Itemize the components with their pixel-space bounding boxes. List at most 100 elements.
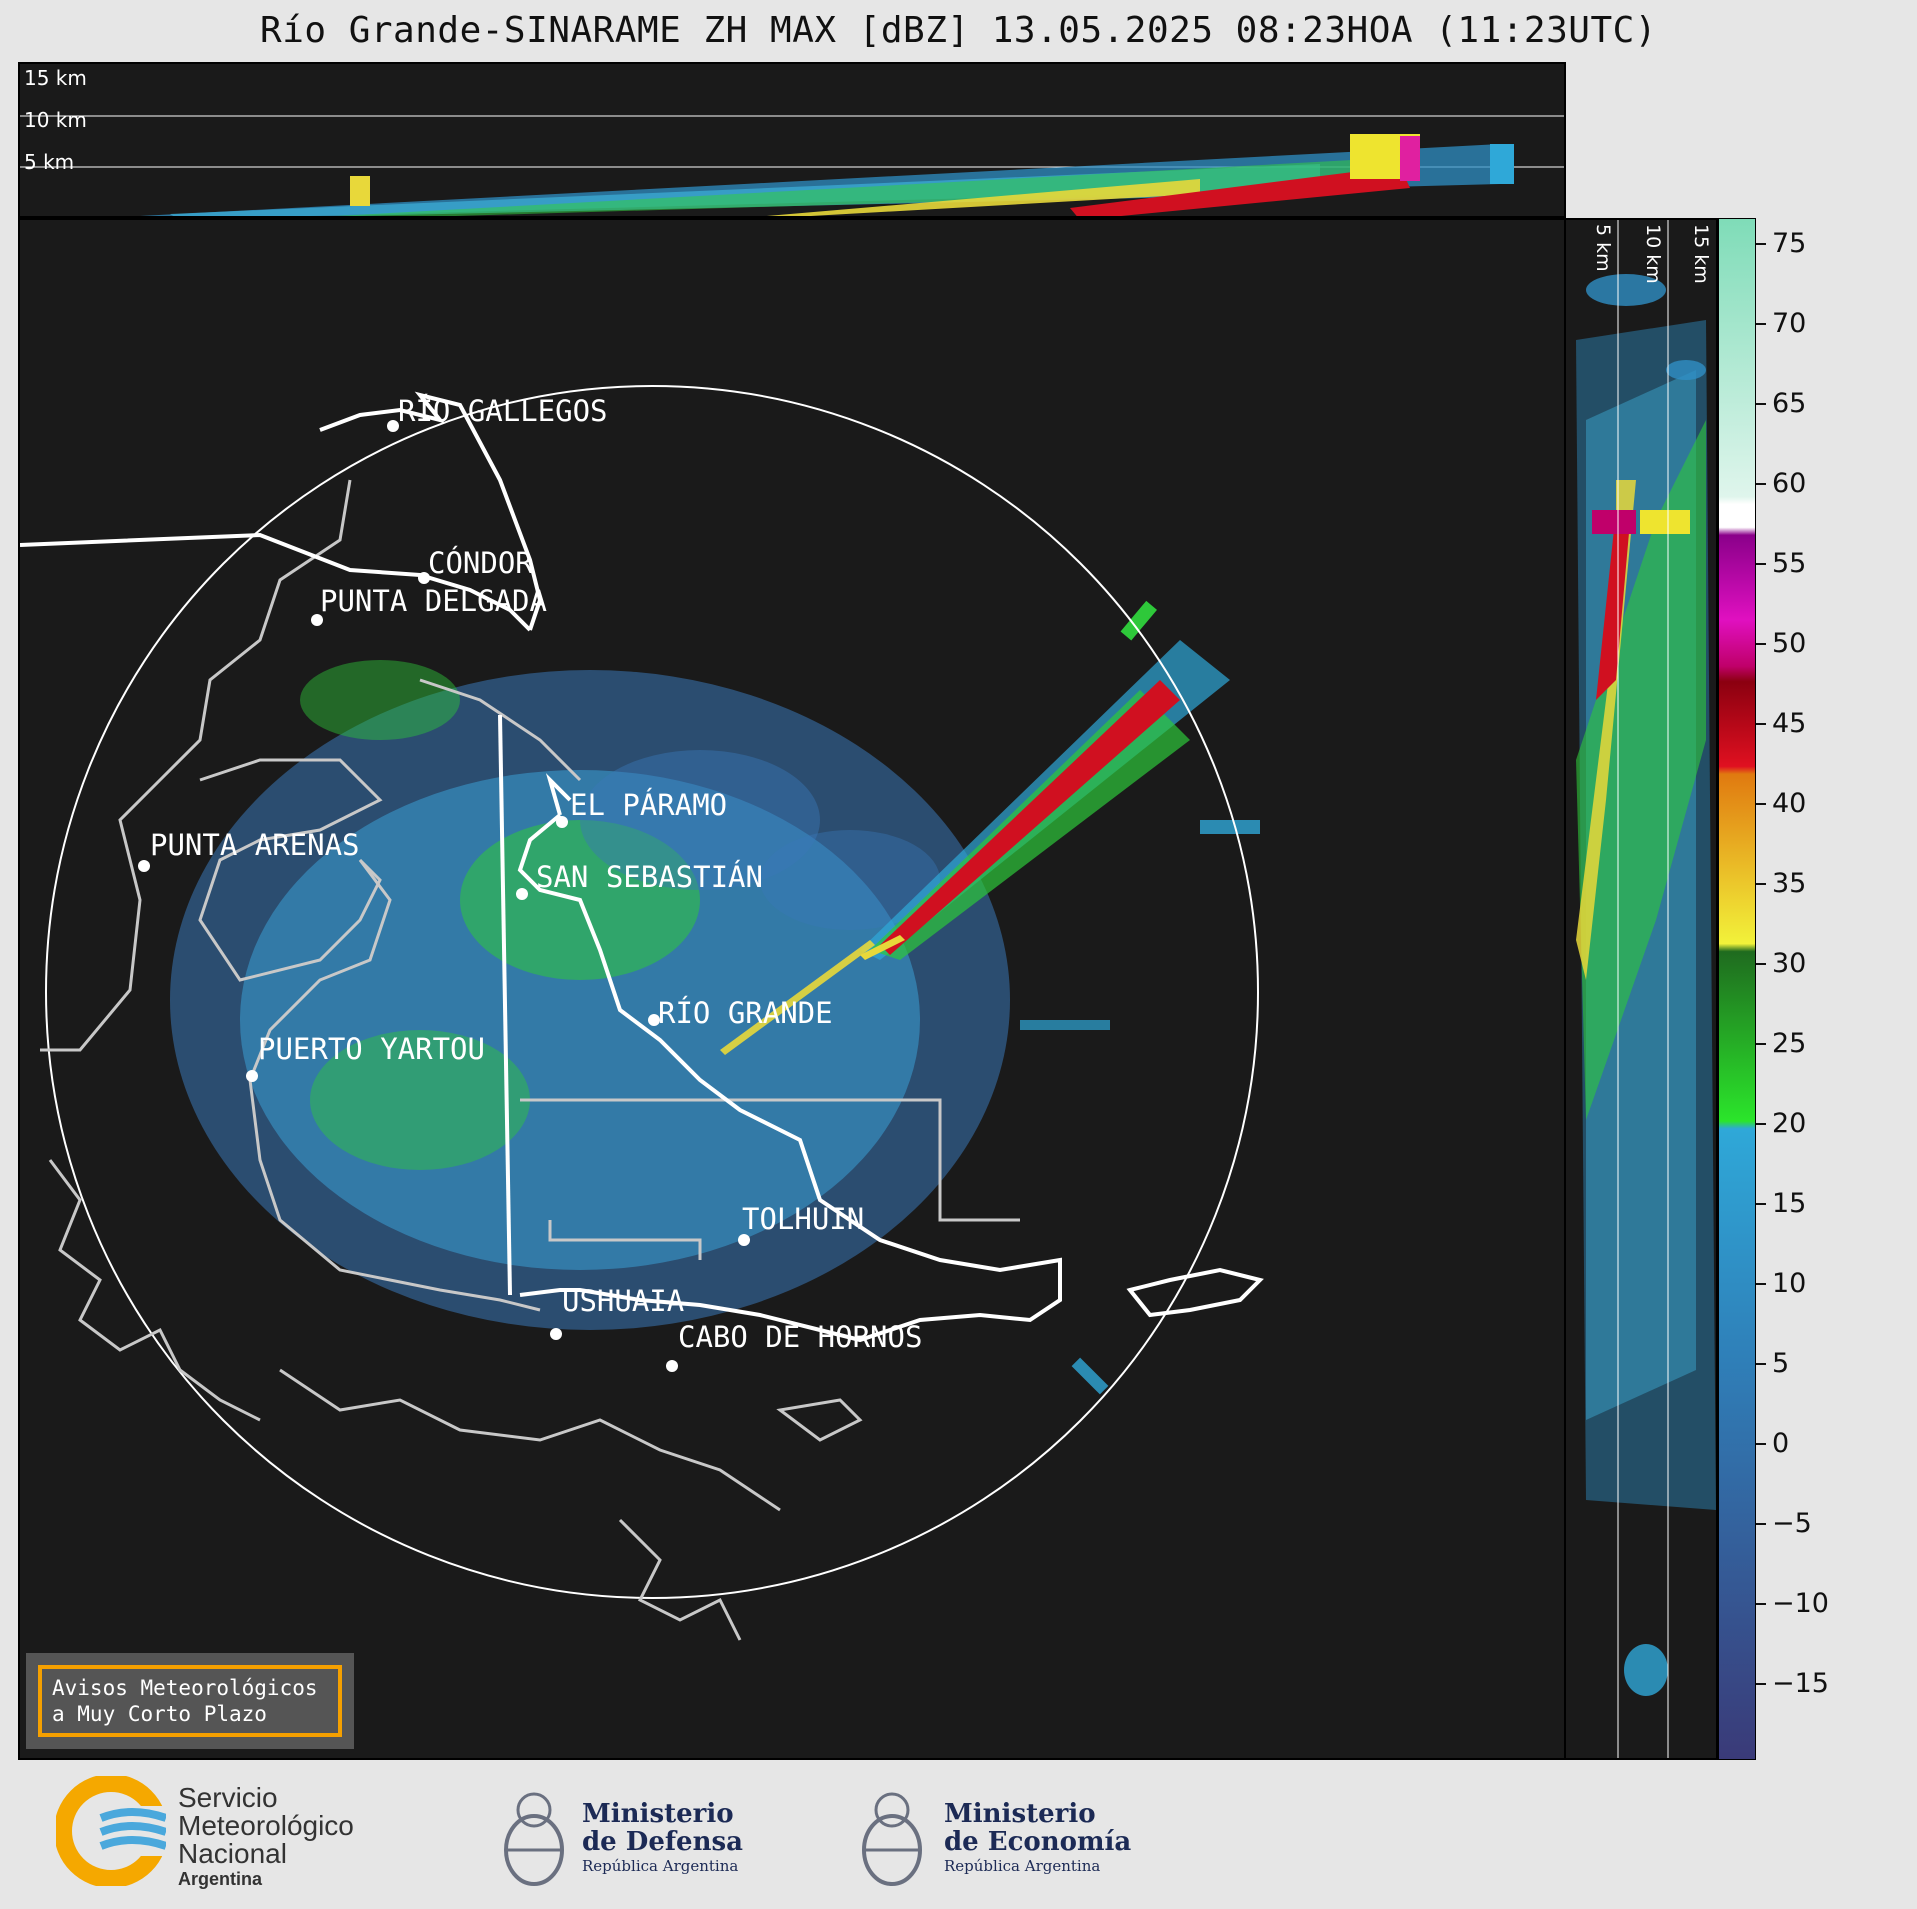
colorbar-tick <box>1756 643 1766 645</box>
smn-logo-icon <box>56 1776 166 1886</box>
colorbar-tick-label: 65 <box>1772 388 1807 419</box>
colorbar-tick-label: 30 <box>1772 948 1807 979</box>
colorbar-tick <box>1756 1363 1766 1365</box>
footer-logos: Servicio Meteorológico Nacional Argentin… <box>0 1760 1917 1909</box>
city-label-rio-grande: RÍO GRANDE <box>658 996 833 1030</box>
economia-logo-text: Ministerio de Economía República Argenti… <box>944 1800 1131 1876</box>
colorbar-tick-label: 15 <box>1772 1188 1807 1219</box>
top-altitude-label-15km: 15 km <box>24 66 87 90</box>
colorbar-tick-label: 0 <box>1772 1428 1790 1459</box>
colorbar <box>1718 218 1756 1760</box>
colorbar-tick <box>1756 723 1766 725</box>
top-altitude-label-10km: 10 km <box>24 108 87 132</box>
side-altitude-label-5km: 5 km <box>1592 224 1614 272</box>
colorbar-tick <box>1756 403 1766 405</box>
city-dot-san-sebastian <box>516 888 528 900</box>
top-cross-section-plot <box>20 115 1564 216</box>
city-label-san-sebastian: SAN SEBASTIÁN <box>536 860 763 894</box>
city-dot-rio-grande <box>648 1014 660 1026</box>
colorbar-gradient <box>1719 219 1755 1759</box>
city-label-puerto-yartou: PUERTO YARTOU <box>258 1032 485 1066</box>
economia-line-1: Ministerio <box>944 1799 1096 1829</box>
top-altitude-label-5km: 5 km <box>24 150 75 174</box>
defensa-line-1: Ministerio <box>582 1799 734 1829</box>
colorbar-tick <box>1756 243 1766 245</box>
colorbar-tick-label: 25 <box>1772 1028 1807 1059</box>
side-cross-section-plot <box>1576 220 1716 1758</box>
colorbar-tick-label: −10 <box>1772 1588 1829 1619</box>
top-cross-section-panel: 15 km 10 km 5 km <box>18 62 1566 218</box>
smn-logo-text: Servicio Meteorológico Nacional Argentin… <box>178 1784 354 1890</box>
warning-line-2: a Muy Corto Plazo <box>52 1702 267 1726</box>
range-ring <box>45 385 1259 1599</box>
colorbar-tick-label: 50 <box>1772 628 1807 659</box>
economia-line-2: de Economía <box>944 1827 1132 1857</box>
city-dot-tolhuin <box>738 1234 750 1246</box>
colorbar-tick-label: −5 <box>1772 1508 1812 1539</box>
radar-map-panel: RÍO GALLEGOS CÓNDOR PUNTA DELGADA EL PÁR… <box>18 218 1566 1760</box>
economia-line-3: República Argentina <box>944 1857 1101 1875</box>
colorbar-tick <box>1756 803 1766 805</box>
colorbar-tick-label: 20 <box>1772 1108 1807 1139</box>
colorbar-tick <box>1756 1523 1766 1525</box>
colorbar-tick-label: 45 <box>1772 708 1807 739</box>
top-echo-band <box>140 134 1514 216</box>
city-dot-ushuaia <box>550 1328 562 1340</box>
colorbar-tick <box>1756 1283 1766 1285</box>
side-altitude-label-10km: 10 km <box>1642 224 1664 284</box>
city-label-punta-delgada: PUNTA DELGADA <box>320 584 547 618</box>
colorbar-tick-label: −15 <box>1772 1668 1829 1699</box>
warning-line-1: Avisos Meteorológicos <box>52 1676 318 1700</box>
chart-title: Río Grande-SINARAME ZH MAX [dBZ] 13.05.2… <box>260 10 1657 51</box>
economia-coat-of-arms-icon <box>862 1792 922 1886</box>
colorbar-tick-label: 5 <box>1772 1348 1790 1379</box>
colorbar-tick <box>1756 1683 1766 1685</box>
colorbar-tick <box>1756 563 1766 565</box>
defensa-logo-text: Ministerio de Defensa República Argentin… <box>582 1800 743 1876</box>
colorbar-tick <box>1756 1443 1766 1445</box>
colorbar-tick <box>1756 883 1766 885</box>
colorbar-tick <box>1756 1043 1766 1045</box>
coastlines <box>40 479 1020 1641</box>
city-label-tolhuin: TOLHUIN <box>742 1202 865 1236</box>
defensa-coat-of-arms-icon <box>504 1792 564 1886</box>
colorbar-tick <box>1756 323 1766 325</box>
city-dot-punta-arenas <box>138 860 150 872</box>
colorbar-tick-label: 55 <box>1772 548 1807 579</box>
city-label-ushuaia: USHUAIA <box>562 1284 685 1318</box>
city-label-punta-arenas: PUNTA ARENAS <box>150 828 360 862</box>
colorbar-tick <box>1756 483 1766 485</box>
city-dot-rio-gallegos <box>387 420 399 432</box>
colorbar-tick-label: 60 <box>1772 468 1807 499</box>
city-dot-condor <box>418 572 430 584</box>
city-dot-punta-delgada <box>311 614 323 626</box>
colorbar-tick <box>1756 1123 1766 1125</box>
colorbar-tick-label: 10 <box>1772 1268 1807 1299</box>
colorbar-tick <box>1756 963 1766 965</box>
warning-box-frame: Avisos Meteorológicos a Muy Corto Plazo <box>38 1665 342 1737</box>
colorbar-tick-label: 75 <box>1772 228 1807 259</box>
radar-map <box>20 385 1264 1641</box>
city-label-rio-gallegos: RÍO GALLEGOS <box>398 394 608 428</box>
smn-line-2: Meteorológico <box>178 1810 354 1841</box>
colorbar-tick-label: 40 <box>1772 788 1807 819</box>
smn-line-4: Argentina <box>178 1869 263 1889</box>
city-dot-puerto-yartou <box>246 1070 258 1082</box>
smn-line-3: Nacional <box>178 1838 287 1869</box>
city-label-el-paramo: EL PÁRAMO <box>570 788 728 822</box>
smn-line-1: Servicio <box>178 1782 278 1813</box>
defensa-line-2: de Defensa <box>582 1827 743 1857</box>
colorbar-tick-label: 35 <box>1772 868 1807 899</box>
city-label-cabo-de-hornos: CABO DE HORNOS <box>678 1320 923 1354</box>
city-dot-el-paramo <box>556 816 568 828</box>
warning-box: Avisos Meteorológicos a Muy Corto Plazo <box>26 1653 354 1749</box>
colorbar-tick <box>1756 1203 1766 1205</box>
side-echo-band <box>1576 274 1716 1696</box>
city-dot-cabo-de-hornos <box>666 1360 678 1372</box>
colorbar-tick-label: 70 <box>1772 308 1807 339</box>
city-label-condor: CÓNDOR <box>428 546 533 580</box>
defensa-line-3: República Argentina <box>582 1857 739 1875</box>
colorbar-tick <box>1756 1603 1766 1605</box>
side-altitude-label-15km: 15 km <box>1690 224 1712 284</box>
side-cross-section-panel: 5 km 10 km 15 km <box>1564 218 1718 1760</box>
